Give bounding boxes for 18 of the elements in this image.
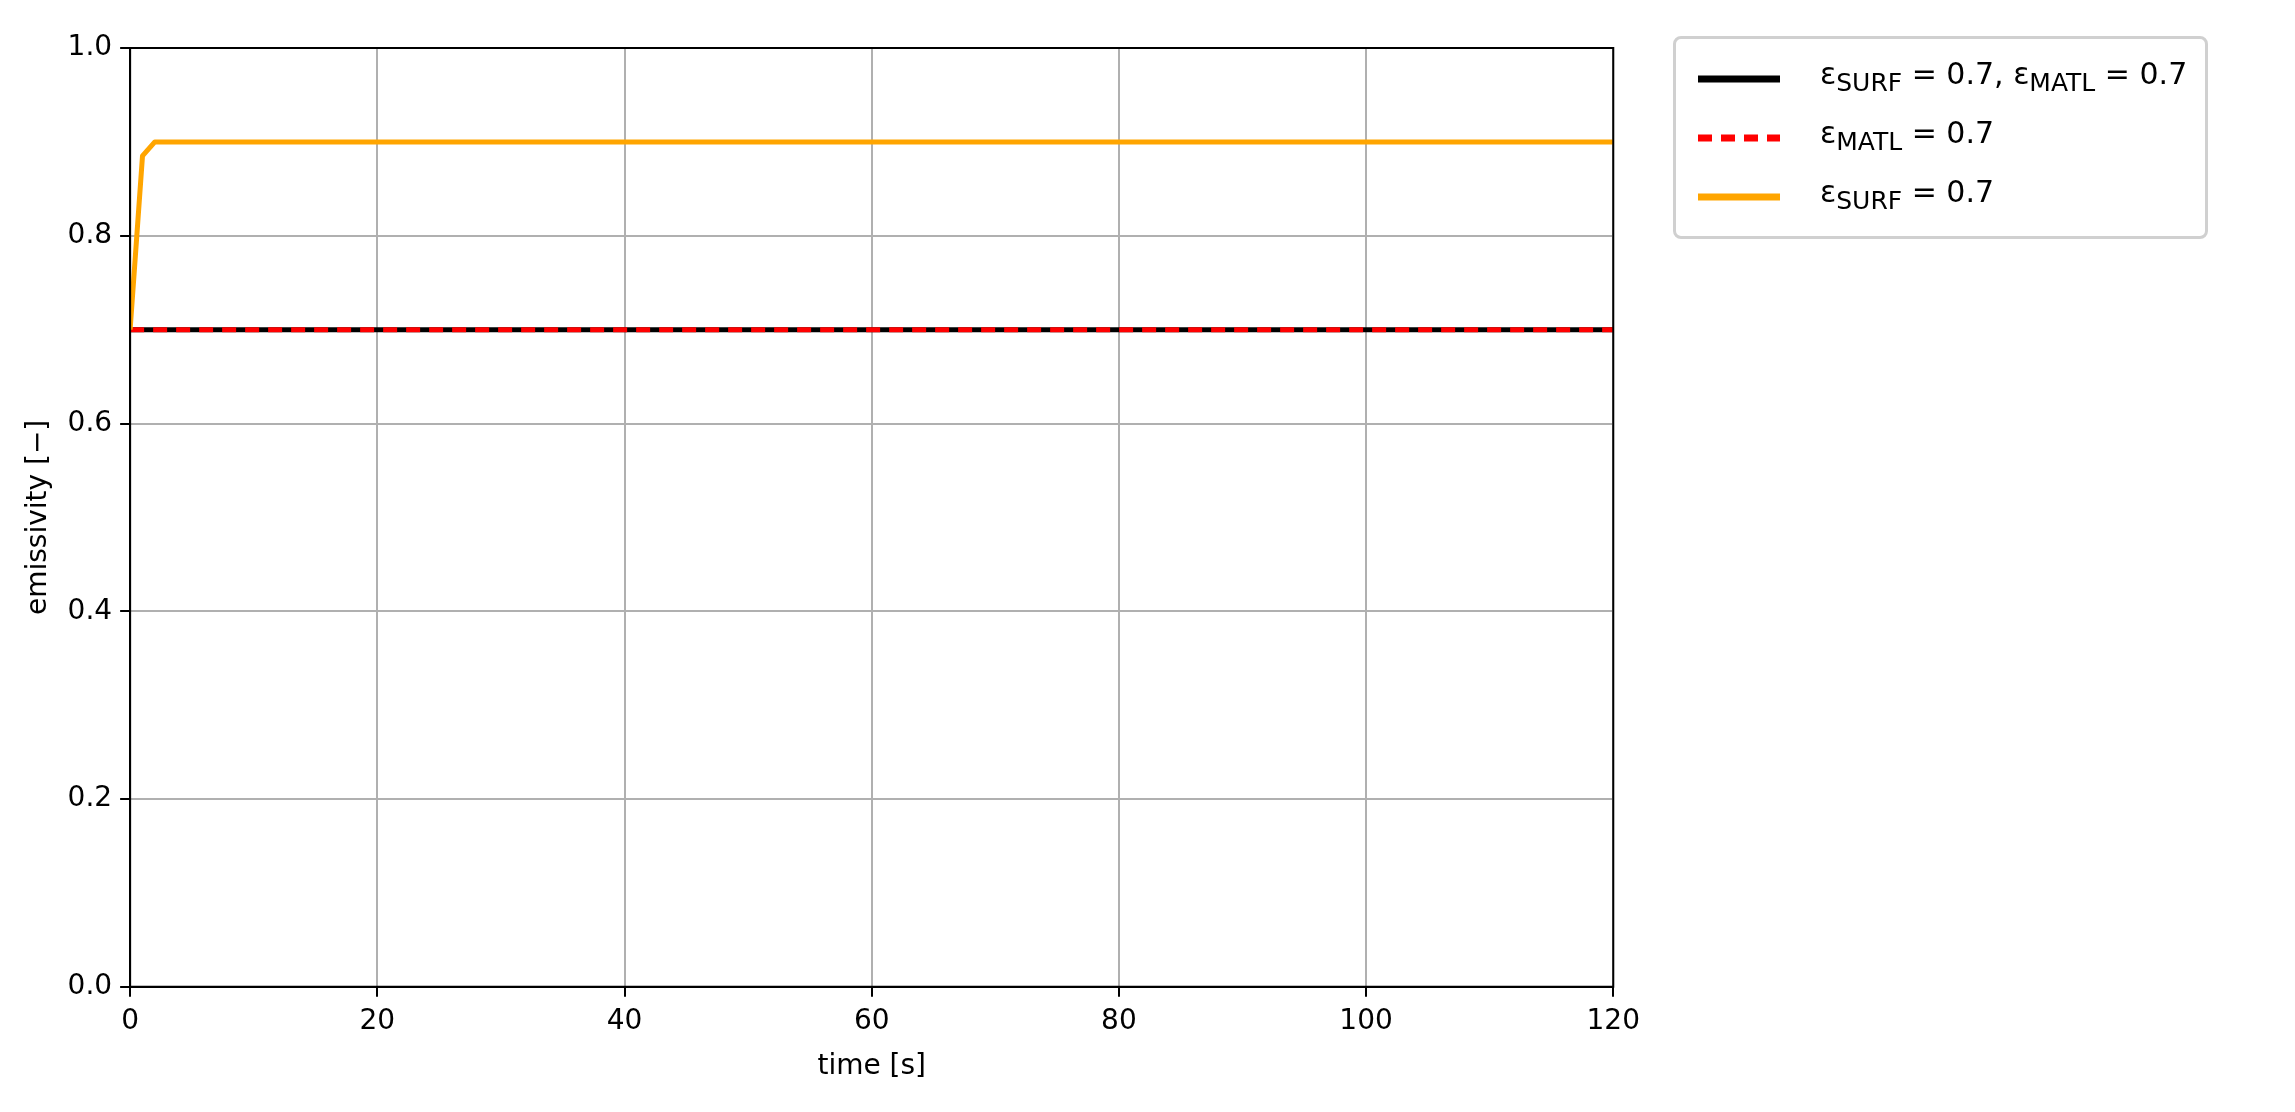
y-tick-label: 0.2 bbox=[67, 780, 113, 814]
x-tick-label: 60 bbox=[853, 1002, 890, 1036]
x-axis-title: time [s] bbox=[817, 1048, 927, 1082]
y-tick-label: 0.8 bbox=[67, 217, 113, 251]
legend-label: ε$_{MATL}$ = 0.7 bbox=[1820, 114, 1995, 158]
x-tick-label: 40 bbox=[606, 1002, 643, 1036]
y-tick-label: 0.4 bbox=[67, 592, 113, 626]
y-tick-label: 0.0 bbox=[67, 968, 113, 1002]
x-tick-label: 80 bbox=[1101, 1002, 1137, 1036]
x-tick-label: 0 bbox=[121, 1002, 140, 1036]
x-tick-label: 20 bbox=[359, 1002, 396, 1036]
y-tick-label: 1.0 bbox=[67, 29, 113, 63]
y-tick-label: 0.6 bbox=[67, 404, 113, 438]
x-tick-label: 120 bbox=[1586, 1002, 1640, 1036]
y-axis-title: emissivity [−] bbox=[20, 419, 54, 616]
legend-label: ε$_{SURF}$ = 0.7, ε$_{MATL}$ = 0.7 bbox=[1820, 55, 2188, 99]
legend-label: ε$_{SURF}$ = 0.7 bbox=[1820, 173, 1995, 217]
x-tick-label: 100 bbox=[1339, 1002, 1393, 1036]
